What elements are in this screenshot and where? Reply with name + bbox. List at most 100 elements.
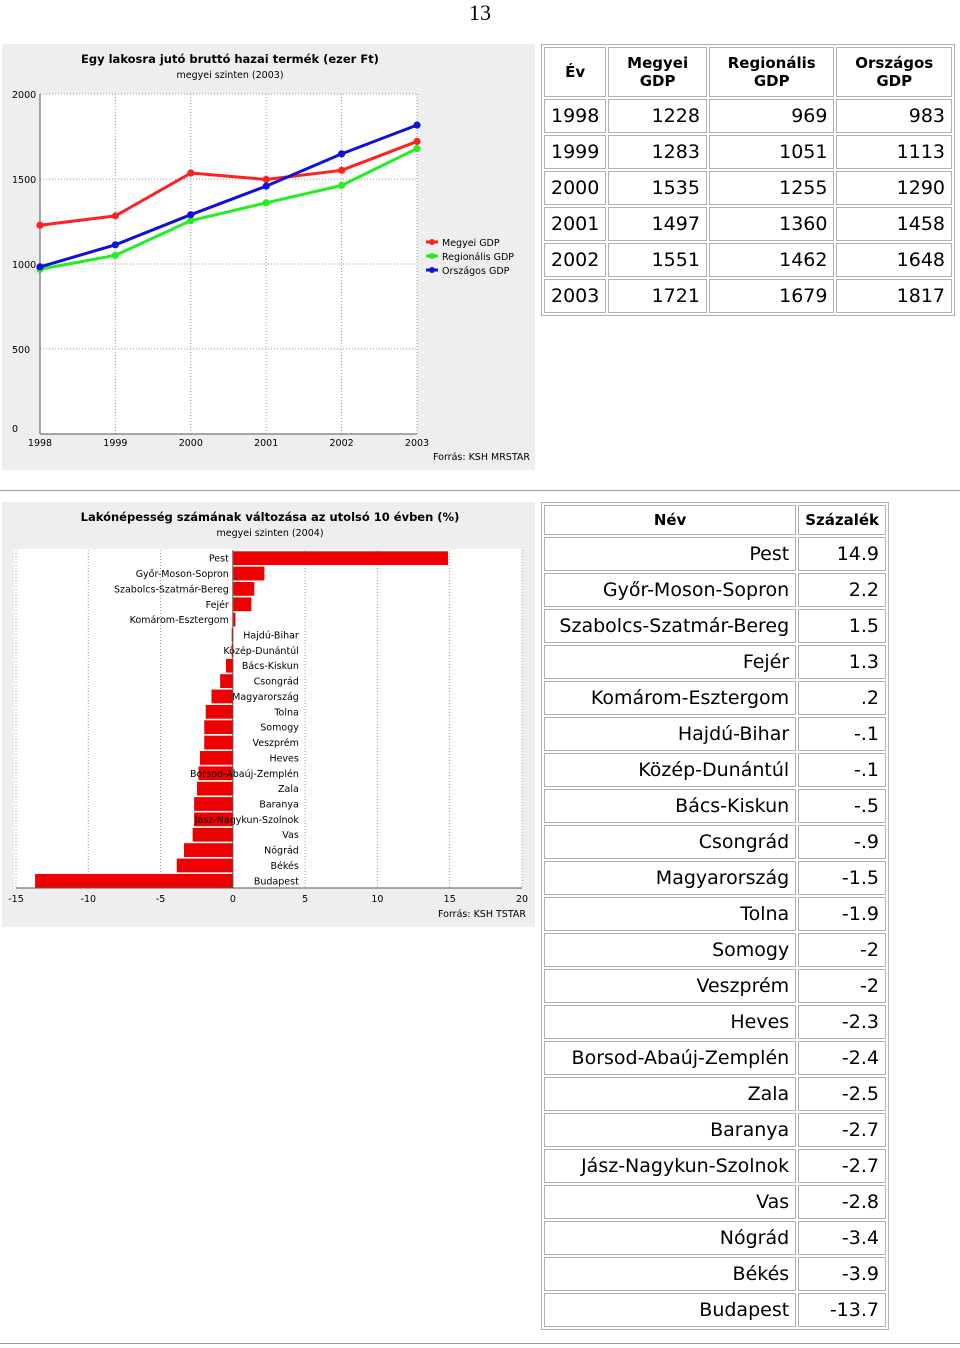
pop-labels: Pest Győr-Moson-Sopron Szabolcs-Szatmár-Be…	[114, 554, 299, 888]
pop-table-row: Komárom-Esztergom .2	[544, 681, 886, 715]
pop-table-row: Békés -3.9	[544, 1257, 886, 1291]
gdp-axes: 0 500 1000 1500 2000 1998 1999 2000 2001 2002 2003	[12, 90, 429, 449]
pop-table-row: Magyarország -1.5	[544, 861, 886, 895]
pop-table-row: Közép-Dunántúl -.1	[544, 753, 886, 787]
gdp-data-point	[111, 241, 119, 249]
table-cell: Komárom-Esztergom	[544, 681, 797, 715]
gdp-data-point	[262, 175, 270, 184]
pop-bar-label: Bács-Kiskun	[242, 661, 299, 672]
gdp-data-point	[36, 221, 44, 229]
separator-line	[0, 490, 960, 491]
pop-table-row: Hajdú-Bihar -.1	[544, 717, 886, 751]
gdp-series-line	[39, 123, 418, 269]
table-cell: Hajdú-Bihar	[544, 717, 797, 751]
gdp-line-chart: Egy lakosra jutó bruttó hazai termék (ez…	[2, 44, 535, 470]
gdp-x-tick-label: 2001	[254, 438, 278, 449]
pop-bar	[205, 704, 234, 720]
gdp-table-row: 2001 1497 1360 1458	[544, 207, 952, 241]
gdp-chart-source: Forrás: KSH MRSTAR	[433, 452, 530, 463]
table-cell: 2003	[544, 279, 607, 313]
pop-chart-source: Forrás: KSH TSTAR	[438, 909, 526, 920]
gdp-chart-title: Egy lakosra jutó bruttó hazai termék (ez…	[81, 52, 379, 66]
gdp-data-point	[338, 166, 346, 174]
pop-bar	[210, 688, 234, 704]
table-cell: 1.3	[798, 645, 886, 679]
pop-bar	[203, 735, 234, 751]
pop-axes: -15 -10 -5 0 5 10 15 20	[8, 550, 528, 905]
pop-table-row: Pest 14.9	[544, 537, 886, 571]
table-cell: 1648	[836, 243, 952, 277]
pop-bar-label: Zala	[278, 784, 299, 795]
gdp-x-tick-label: 2003	[405, 438, 429, 449]
gdp-legend-label: Országos GDP	[442, 266, 510, 277]
pop-table-row: Csongrád -.9	[544, 825, 886, 859]
pop-table-row: Tolna -1.9	[544, 897, 886, 931]
table-cell: -2	[798, 933, 886, 967]
pop-bar-label: Hajdú-Bihar	[243, 631, 299, 642]
table-cell: 14.9	[798, 537, 886, 571]
gdp-y-tick-label: 2000	[12, 90, 36, 101]
table-cell: 1228	[608, 99, 707, 133]
table-cell: 2.2	[798, 573, 886, 607]
pop-bar-label: Somogy	[260, 723, 299, 734]
table-cell: 1.5	[798, 609, 886, 643]
gdp-legend: Megyei GDP Regionális GDP Országos GDP	[426, 238, 514, 277]
pop-bar	[225, 658, 234, 674]
table-cell: Somogy	[544, 933, 797, 967]
gdp-legend-label: Megyei GDP	[442, 238, 500, 249]
pop-table-row: Vas -2.8	[544, 1185, 886, 1219]
pop-bar-label: Veszprém	[252, 738, 298, 749]
gdp-data-point	[413, 137, 421, 146]
gdp-table-row: 2000 1535 1255 1290	[544, 171, 952, 205]
gdp-data-point	[111, 212, 119, 220]
table-cell: Közép-Dunántúl	[544, 753, 797, 787]
pop-bar-label: Fejér	[206, 600, 229, 611]
pop-bar-label: Budapest	[254, 876, 299, 887]
table-cell: Csongrád	[544, 825, 797, 859]
table-cell: -2.7	[798, 1149, 886, 1183]
table-cell: Szabolcs-Szatmár-Bereg	[544, 609, 797, 643]
gdp-series-line	[39, 147, 418, 271]
population-bar-chart: Lakónépesség számának változása az utols…	[2, 502, 535, 927]
pop-chart-subtitle: megyei szinten (2004)	[216, 528, 323, 539]
pop-table-row: Zala -2.5	[544, 1077, 886, 1111]
gdp-chart-subtitle: megyei szinten (2003)	[176, 70, 283, 81]
table-cell: Tolna	[544, 897, 797, 931]
table-cell: -2.4	[798, 1041, 886, 1075]
pop-x-tick-label: -5	[156, 894, 165, 905]
table-cell: Nógrád	[544, 1221, 797, 1255]
gdp-data-point	[36, 263, 44, 271]
table-cell: 1462	[708, 243, 835, 277]
table-cell: 1283	[608, 135, 707, 169]
gdp-data-point	[413, 144, 421, 153]
pop-bar-label: Pest	[209, 554, 229, 565]
gdp-table: Év Megyei GDP Regionális GDP Országos GD…	[541, 44, 955, 316]
table-cell: 1551	[608, 243, 707, 277]
table-cell: -.1	[798, 753, 886, 787]
table-cell: 2002	[544, 243, 607, 277]
table-cell: -.5	[798, 789, 886, 823]
table-cell: 983	[836, 99, 952, 133]
pop-x-tick-label: 10	[371, 894, 383, 905]
pop-bar-label: Vas	[282, 830, 299, 841]
table-cell: -2.8	[798, 1185, 886, 1219]
table-cell: Fejér	[544, 645, 797, 679]
table-cell: 1679	[708, 279, 835, 313]
table-cell: 1113	[836, 135, 952, 169]
pop-bar	[192, 827, 234, 843]
pop-bar-label: Nógrád	[264, 846, 299, 857]
table-cell: Győr-Moson-Sopron	[544, 573, 797, 607]
pop-table-row: Somogy -2	[544, 933, 886, 967]
pop-table-row: Jász-Nagykun-Szolnok -2.7	[544, 1149, 886, 1183]
gdp-x-tick-label: 2002	[330, 438, 354, 449]
table-cell: Baranya	[544, 1113, 797, 1147]
pop-table-row: Veszprém -2	[544, 969, 886, 1003]
table-cell: 1497	[608, 207, 707, 241]
table-cell: .2	[798, 681, 886, 715]
table-cell: 1998	[544, 99, 607, 133]
table-cell: -1.5	[798, 861, 886, 895]
pop-bar	[232, 550, 449, 566]
gdp-data-point	[262, 182, 270, 190]
gdp-data-point	[187, 169, 195, 177]
pop-x-tick-label: 5	[302, 894, 308, 905]
